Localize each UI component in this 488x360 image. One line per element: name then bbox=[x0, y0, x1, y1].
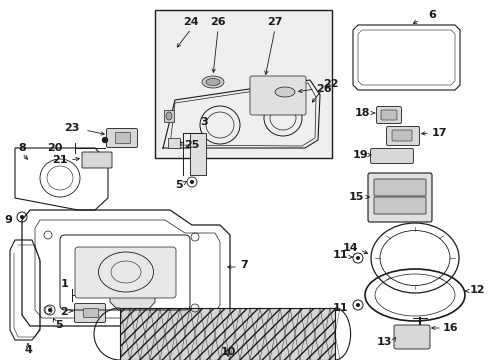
Text: 16: 16 bbox=[442, 323, 458, 333]
Circle shape bbox=[190, 180, 194, 184]
Text: 19: 19 bbox=[352, 150, 367, 160]
Text: 9: 9 bbox=[4, 215, 12, 225]
FancyBboxPatch shape bbox=[82, 152, 112, 168]
Bar bbox=[190, 133, 205, 175]
Text: 26: 26 bbox=[315, 84, 331, 94]
Text: 24: 24 bbox=[183, 17, 199, 27]
Bar bbox=[120, 308, 334, 360]
Text: 25: 25 bbox=[183, 140, 199, 150]
Bar bbox=[168, 138, 180, 148]
FancyBboxPatch shape bbox=[386, 126, 419, 145]
FancyBboxPatch shape bbox=[376, 107, 401, 123]
FancyBboxPatch shape bbox=[380, 110, 396, 120]
FancyBboxPatch shape bbox=[393, 325, 429, 349]
Text: 21: 21 bbox=[52, 155, 68, 165]
FancyBboxPatch shape bbox=[75, 247, 176, 298]
FancyBboxPatch shape bbox=[373, 197, 425, 214]
Text: 17: 17 bbox=[431, 128, 447, 138]
Text: 20: 20 bbox=[46, 143, 62, 153]
FancyBboxPatch shape bbox=[106, 129, 137, 148]
Text: 1: 1 bbox=[60, 279, 68, 289]
Text: 8: 8 bbox=[18, 143, 26, 153]
Circle shape bbox=[20, 215, 24, 219]
FancyBboxPatch shape bbox=[249, 76, 305, 115]
Text: 5: 5 bbox=[55, 320, 62, 330]
Text: 10: 10 bbox=[220, 347, 235, 357]
Ellipse shape bbox=[202, 76, 224, 88]
Text: 5: 5 bbox=[175, 180, 183, 190]
Text: 22: 22 bbox=[323, 79, 338, 89]
FancyBboxPatch shape bbox=[74, 303, 105, 323]
Circle shape bbox=[355, 256, 359, 260]
FancyBboxPatch shape bbox=[373, 179, 425, 196]
FancyBboxPatch shape bbox=[83, 309, 98, 318]
FancyBboxPatch shape bbox=[370, 148, 413, 163]
Text: 12: 12 bbox=[469, 285, 485, 295]
Ellipse shape bbox=[205, 78, 220, 85]
Text: 7: 7 bbox=[240, 260, 247, 270]
Polygon shape bbox=[110, 282, 155, 310]
Text: 23: 23 bbox=[64, 123, 80, 133]
Bar bbox=[163, 110, 174, 122]
FancyBboxPatch shape bbox=[367, 173, 431, 222]
Text: 15: 15 bbox=[348, 192, 363, 202]
Text: 27: 27 bbox=[267, 17, 282, 27]
Bar bbox=[155, 10, 331, 158]
Circle shape bbox=[102, 137, 108, 143]
Text: 26: 26 bbox=[210, 17, 225, 27]
FancyBboxPatch shape bbox=[115, 132, 130, 144]
Text: 14: 14 bbox=[342, 243, 357, 253]
Text: 18: 18 bbox=[354, 108, 369, 118]
Text: 6: 6 bbox=[427, 10, 435, 20]
Text: 11: 11 bbox=[332, 303, 347, 313]
Text: 2: 2 bbox=[60, 307, 68, 317]
Ellipse shape bbox=[165, 112, 172, 120]
Circle shape bbox=[48, 308, 52, 312]
Ellipse shape bbox=[274, 87, 294, 97]
Text: 3: 3 bbox=[200, 117, 207, 127]
Circle shape bbox=[355, 303, 359, 307]
Text: 11: 11 bbox=[332, 250, 347, 260]
Text: 13: 13 bbox=[376, 337, 391, 347]
Text: 4: 4 bbox=[24, 345, 32, 355]
FancyBboxPatch shape bbox=[391, 130, 411, 141]
